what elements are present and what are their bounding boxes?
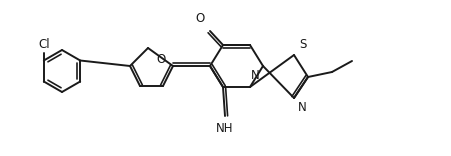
Text: NH: NH [216, 122, 233, 135]
Text: N: N [297, 101, 306, 114]
Text: O: O [195, 12, 205, 25]
Text: S: S [299, 38, 306, 51]
Text: O: O [156, 53, 165, 66]
Text: N: N [250, 69, 259, 82]
Text: Cl: Cl [38, 38, 50, 51]
